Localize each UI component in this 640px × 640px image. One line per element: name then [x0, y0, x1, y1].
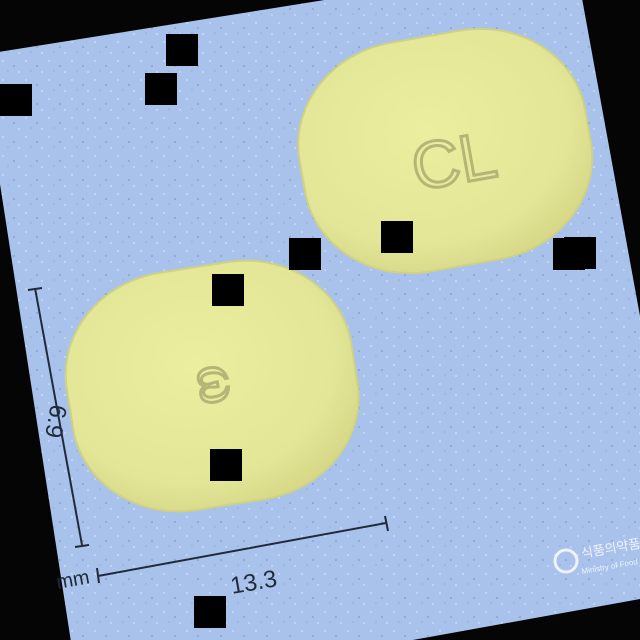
- tablet-right: CL: [297, 27, 594, 275]
- height-scale: 6.9: [27, 287, 90, 548]
- imprint-right: CL: [406, 117, 502, 205]
- mfds-logo-icon: [553, 548, 579, 574]
- tablet-left: ω: [64, 259, 360, 513]
- occlusion-blocks: [0, 34, 596, 628]
- height-label: 6.9: [39, 403, 71, 441]
